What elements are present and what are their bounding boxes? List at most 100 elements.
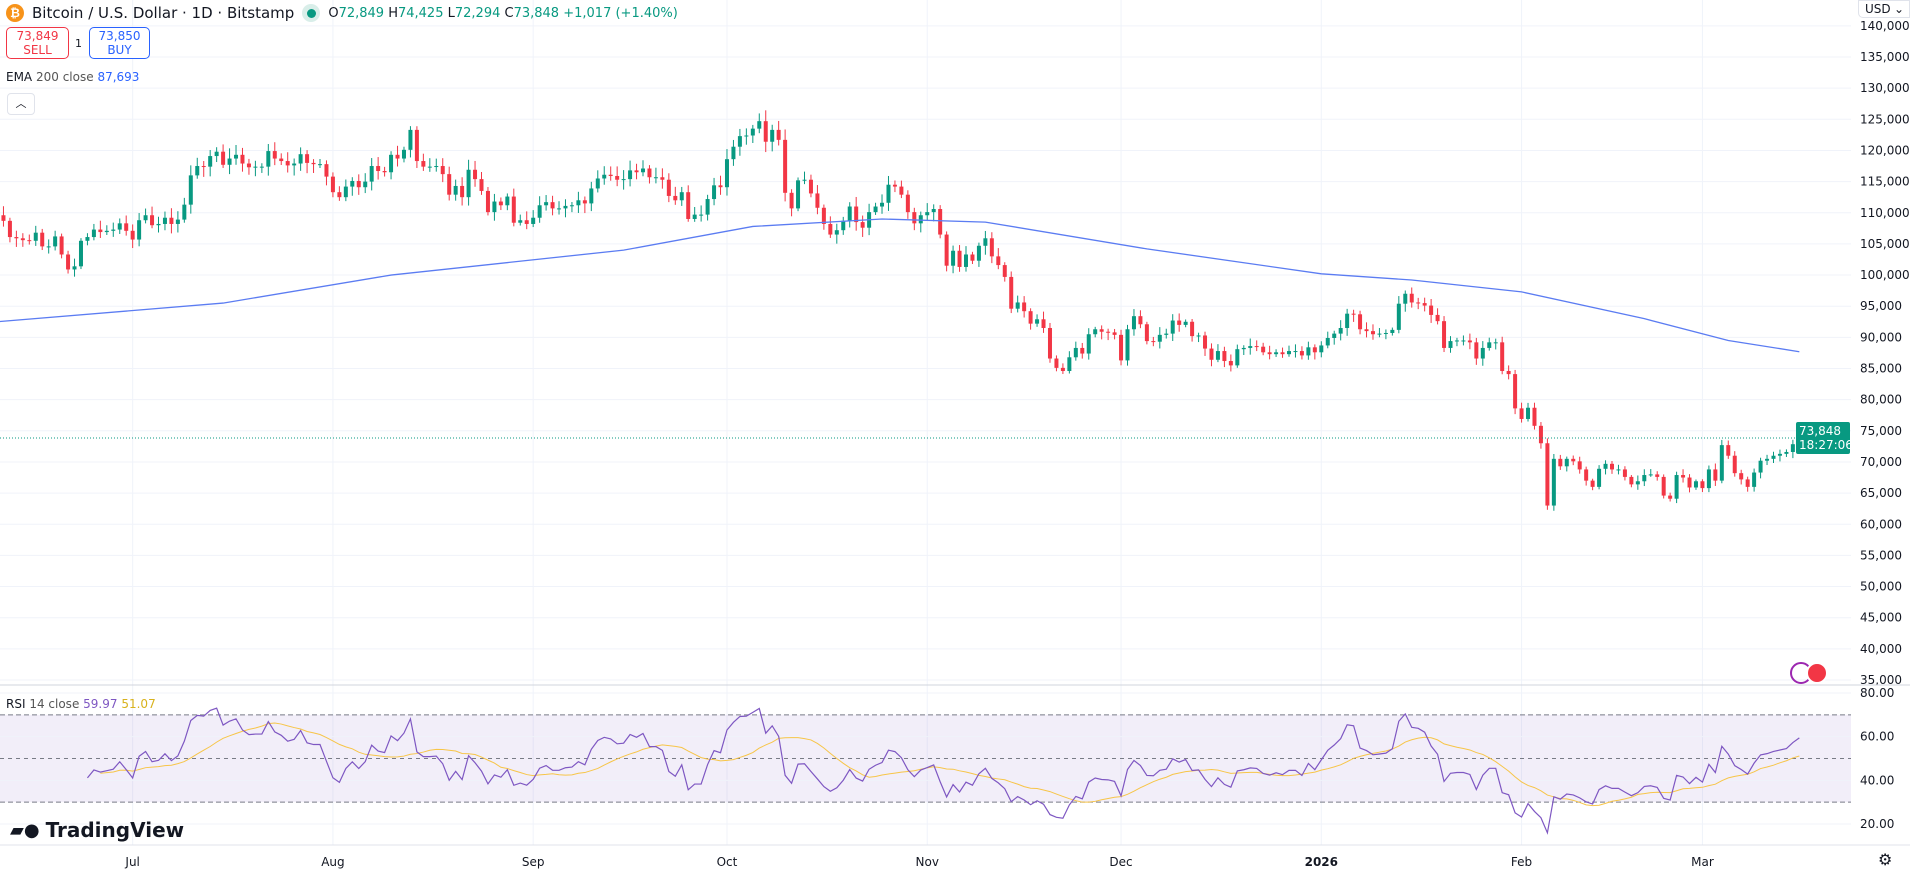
candle-body	[1119, 334, 1124, 361]
quantity: 1	[75, 37, 82, 50]
candle-body	[1616, 469, 1621, 471]
chevron-up-icon: ︿	[15, 97, 27, 110]
candle-body	[1209, 348, 1214, 360]
us-flag-icon[interactable]	[1806, 662, 1828, 684]
candle-body	[970, 254, 975, 261]
candle-body	[1403, 293, 1408, 304]
rsi-band	[0, 714, 1851, 803]
price-tick-label: 115,000	[1860, 175, 1910, 189]
candle-body	[912, 212, 917, 224]
candle-body	[1157, 334, 1162, 342]
candle-body	[1493, 342, 1498, 344]
candle-body	[421, 161, 426, 167]
candle-body	[1364, 329, 1369, 332]
candle-body	[1099, 329, 1104, 332]
candle-body	[318, 164, 322, 166]
candle-body	[240, 154, 245, 164]
rsi-tick-label: 40.00	[1860, 773, 1894, 787]
candle-body	[1461, 340, 1466, 342]
candle-body	[376, 166, 381, 172]
ema-legend[interactable]: EMA 200 close 87,693	[6, 70, 140, 84]
candle-body	[53, 236, 58, 247]
candle-body	[137, 220, 142, 240]
candle-body	[1215, 351, 1220, 360]
candle-body	[1280, 352, 1285, 355]
candle-body	[201, 166, 206, 168]
candle-body	[453, 185, 458, 195]
candle-body	[343, 186, 348, 198]
price-tick-label: 120,000	[1860, 143, 1910, 157]
candle-body	[886, 184, 891, 203]
candle-body	[802, 179, 807, 181]
rsi-tick-label: 80.00	[1860, 686, 1894, 700]
candle-body	[408, 129, 413, 150]
candle-body	[1442, 321, 1447, 348]
price-tick-label: 135,000	[1860, 50, 1910, 64]
candle-body	[1790, 444, 1795, 452]
candle-body	[1106, 331, 1111, 333]
currency-select[interactable]: USD ⌄	[1858, 0, 1910, 18]
candle-body	[1164, 333, 1169, 335]
candle-body	[1177, 320, 1182, 325]
candle-body	[111, 229, 116, 231]
settings-icon[interactable]: ⚙	[1878, 850, 1893, 869]
price-tick-label: 125,000	[1860, 112, 1910, 126]
candle-body	[1681, 475, 1686, 478]
candle-body	[589, 188, 594, 204]
candle-body	[550, 202, 555, 209]
candle-body	[1661, 476, 1666, 496]
candle-body	[569, 205, 574, 207]
candle-body	[1610, 463, 1614, 470]
candle-body	[40, 232, 45, 247]
time-tick-label: Jul	[124, 855, 139, 869]
candle-body	[440, 166, 445, 175]
candle-body	[1739, 473, 1744, 480]
candle-body	[1067, 357, 1072, 371]
rsi-line	[86, 707, 1800, 835]
candle-body	[1338, 328, 1343, 334]
sell-button[interactable]: 73,849 SELL	[6, 27, 69, 59]
buy-button[interactable]: 73,850 BUY	[89, 27, 150, 59]
candle-body	[860, 222, 865, 228]
candle-body	[1526, 407, 1531, 419]
candle-body	[828, 223, 833, 235]
candle-body	[608, 174, 613, 176]
candle-body	[150, 215, 155, 226]
candle-body	[1603, 463, 1608, 469]
price-tick-label: 140,000	[1860, 19, 1910, 33]
rsi-ma-line	[100, 722, 1800, 807]
candle-body	[964, 254, 968, 267]
candle-body	[1745, 479, 1750, 487]
candle-body	[880, 202, 885, 207]
candle-body	[208, 156, 213, 167]
collapse-legend-button[interactable]: ︿	[7, 93, 35, 115]
candle-body	[1687, 477, 1692, 488]
candle-body	[311, 162, 316, 165]
candle-body	[1390, 329, 1395, 333]
candle-body	[1629, 476, 1634, 485]
economic-events[interactable]	[1790, 662, 1828, 684]
candle-body	[460, 185, 465, 198]
candle-body	[259, 166, 264, 168]
candle-body	[595, 178, 600, 189]
candle-body	[1241, 347, 1246, 350]
candle-body	[143, 215, 148, 221]
candle-body	[1287, 351, 1291, 355]
candle-body	[925, 212, 930, 216]
bitcoin-icon: ₿	[6, 4, 24, 22]
candle-body	[699, 214, 704, 216]
candle-body	[1396, 303, 1401, 330]
candle-body	[750, 128, 755, 136]
price-tick-label: 90,000	[1860, 330, 1902, 344]
candle-body	[1377, 333, 1382, 335]
candle-body	[414, 129, 419, 162]
candle-body	[1752, 472, 1757, 487]
candle-body	[1674, 475, 1679, 499]
rsi-legend[interactable]: RSI 14 close 59.97 51.07	[6, 697, 156, 711]
candle-body	[718, 185, 723, 188]
tradingview-logo[interactable]: ▰● TradingView	[10, 818, 185, 842]
candle-body	[873, 206, 878, 213]
candle-body	[1416, 302, 1421, 304]
symbol-title[interactable]: Bitcoin / U.S. Dollar · 1D · Bitstamp	[32, 4, 295, 22]
